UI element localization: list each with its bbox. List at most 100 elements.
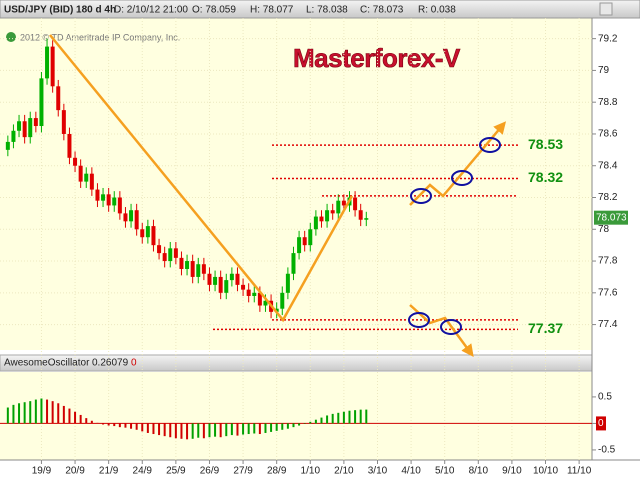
- x-tick-label: 8/10: [469, 466, 489, 477]
- candle-body: [56, 86, 61, 111]
- candle-body: [151, 226, 156, 246]
- candle-body: [280, 292, 285, 309]
- level-label: 78.53: [528, 136, 563, 152]
- symbol: USD/JPY (BID) 180 d 4h: [4, 5, 116, 16]
- y-tick-label: 79: [598, 65, 610, 76]
- candle-body: [207, 273, 212, 285]
- candle-body: [61, 110, 66, 134]
- ellipse: [440, 319, 462, 335]
- candle-body: [11, 130, 16, 142]
- level-label: 78.32: [528, 169, 563, 185]
- candle-body: [123, 213, 128, 222]
- y-tick-label: 77.8: [598, 256, 618, 267]
- candle-body: [302, 237, 307, 246]
- oscillator-bar: [51, 401, 54, 424]
- oscillator-bar: [191, 423, 194, 439]
- candle-body: [33, 118, 38, 127]
- candle-body: [78, 165, 83, 182]
- zero-box: [596, 416, 606, 431]
- candle-body: [73, 157, 78, 166]
- oscillator-bar: [208, 423, 211, 438]
- copyright: 2012 © TD Ameritrade IP Company, Inc.: [20, 32, 180, 42]
- oscillator-bar: [62, 405, 65, 424]
- y-tick-label: 78: [598, 224, 610, 235]
- candle-body: [358, 210, 363, 220]
- candle-body: [235, 273, 240, 285]
- oscillator-bar: [68, 408, 71, 424]
- oscillator-bar: [365, 409, 368, 424]
- oscillator-bar: [46, 399, 49, 424]
- oscillator-bar: [141, 423, 144, 432]
- level-label: 77.37: [528, 320, 563, 336]
- y-tick-label: 78.4: [598, 160, 618, 171]
- oscillator-bar: [90, 420, 93, 424]
- candle-body: [313, 216, 318, 230]
- oscillator-bar: [270, 423, 273, 432]
- high: H: 78.077: [250, 5, 294, 16]
- oscillator-bar: [253, 423, 256, 434]
- x-tick-label: 9/10: [502, 466, 522, 477]
- oscillator-bar: [113, 423, 116, 427]
- oscillator-bar: [236, 423, 239, 436]
- oscillator-bar: [258, 423, 261, 435]
- oscillator-bar: [107, 423, 110, 426]
- oscillator-bar: [264, 423, 267, 433]
- x-tick-label: 27/9: [233, 466, 253, 477]
- candle-body: [185, 261, 190, 269]
- y-tick-label: 78.2: [598, 192, 618, 203]
- oscillator-panel: [0, 372, 592, 460]
- candle-body: [246, 289, 251, 296]
- x-tick-label: 19/9: [32, 466, 52, 477]
- oscillator-bar: [158, 423, 161, 436]
- last-price: 78.073: [596, 212, 627, 223]
- candle-body: [213, 276, 218, 285]
- candle-body: [157, 245, 162, 254]
- oscillator-value: 0.26079: [92, 358, 129, 369]
- oscillator-bar: [309, 421, 312, 424]
- oscillator-bar: [286, 423, 289, 429]
- y-tick-label: 77.6: [598, 287, 618, 298]
- candle-body: [145, 226, 150, 238]
- candle-body: [95, 189, 100, 201]
- candle-body: [112, 197, 117, 206]
- oscillator-bar: [337, 412, 340, 424]
- candle-body: [285, 273, 290, 293]
- oscillator-bar: [29, 401, 32, 424]
- candle-body: [190, 261, 195, 277]
- candle-body: [50, 46, 55, 87]
- candle-body: [39, 78, 44, 127]
- oscillator-bar: [34, 399, 37, 424]
- candle-body: [325, 210, 330, 222]
- oscillator-bar: [303, 423, 306, 424]
- candle-body: [117, 197, 122, 214]
- candle-body: [257, 292, 262, 306]
- candle-body: [364, 218, 369, 220]
- candle-body: [45, 46, 50, 79]
- candle-body: [67, 133, 72, 158]
- oscillator-bar: [292, 423, 295, 428]
- oscillator-bar: [202, 423, 205, 439]
- candle-body: [28, 118, 33, 138]
- y-tick-label: 78.6: [598, 129, 618, 140]
- x-tick-label: 4/10: [401, 466, 421, 477]
- oscillator-bar: [186, 423, 189, 440]
- y2-tick-label: 0: [598, 418, 604, 429]
- window-button[interactable]: [599, 2, 613, 16]
- candle-body: [5, 141, 10, 150]
- x-tick-label: 20/9: [65, 466, 85, 477]
- oscillator-bar: [163, 423, 166, 437]
- candle-body: [252, 292, 257, 296]
- candle-body: [168, 248, 173, 262]
- oscillator-bar: [85, 418, 88, 424]
- oscillator-bar: [18, 403, 21, 424]
- oscillator-bar: [152, 423, 155, 435]
- oscillator-bar: [219, 423, 222, 438]
- oscillator-bar: [135, 423, 138, 430]
- info-icon[interactable]: [6, 32, 16, 42]
- circles: [408, 137, 501, 335]
- y-tick-label: 78.8: [598, 97, 618, 108]
- oscillator-bar: [247, 423, 250, 435]
- oscillator-bar: [314, 419, 317, 424]
- candle-body: [106, 194, 111, 206]
